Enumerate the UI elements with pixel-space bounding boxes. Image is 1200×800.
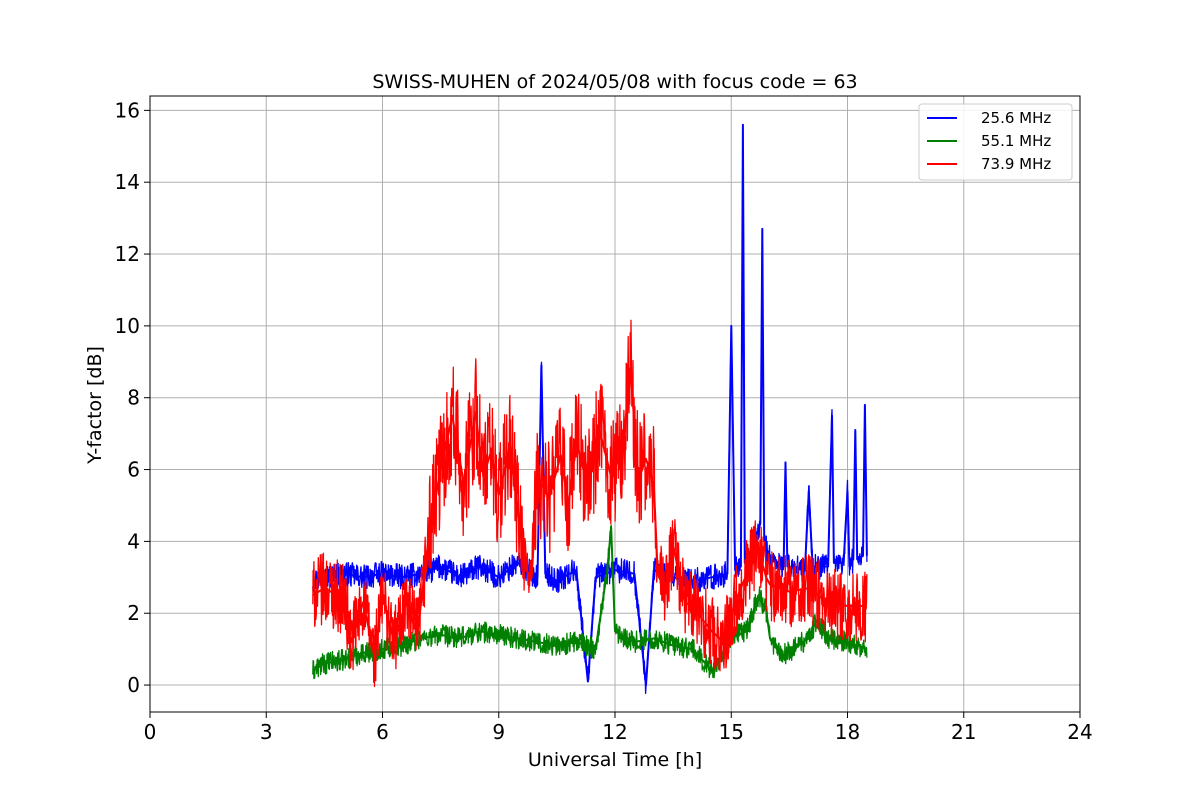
x-tick-label: 12 [602,720,627,744]
x-axis: 0 3 6 9 12 15 18 21 24 [144,712,1093,744]
series-line [312,123,868,687]
x-tick-label: 3 [260,720,273,744]
x-tick-label: 6 [376,720,389,744]
series-line [312,319,868,688]
series-line [312,526,868,672]
y-tick-label: 10 [115,314,140,338]
y-axis-label: Y-factor [dB] [84,346,106,465]
legend-label: 55.1 MHz [981,132,1051,150]
x-tick-label: 18 [835,720,860,744]
y-tick-label: 0 [127,673,140,697]
legend-label: 25.6 MHz [981,109,1051,127]
legend-box [918,103,1073,181]
y-tick-label: 14 [115,170,140,194]
x-tick-label: 24 [1067,720,1092,744]
x-tick-label: 0 [144,720,157,744]
y-tick-label: 4 [127,529,140,553]
x-tick-label: 21 [951,720,976,744]
y-tick-label: 16 [115,98,140,122]
x-tick-label: 15 [719,720,744,744]
x-axis-label: Universal Time [h] [528,749,702,771]
y-tick-label: 8 [127,386,140,410]
series-line [312,368,867,658]
y-tick-label: 2 [127,601,140,625]
chart-title: SWISS-MUHEN of 2024/05/08 with focus cod… [372,71,857,93]
x-tick-label: 9 [492,720,505,744]
legend-label: 73.9 MHz [981,155,1051,173]
y-axis: 0 2 4 6 8 10 12 14 16 [115,98,150,697]
y-tick-label: 6 [127,458,140,482]
legend: 25.6 MHz 55.1 MHz 73.9 MHz [918,103,1073,181]
series-layer [312,123,868,694]
y-tick-label: 12 [115,242,140,266]
